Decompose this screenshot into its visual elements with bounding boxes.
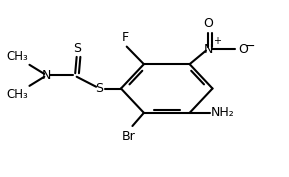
Text: CH₃: CH₃ xyxy=(6,88,28,101)
Text: Br: Br xyxy=(121,130,135,142)
Text: NH₂: NH₂ xyxy=(211,106,235,119)
Text: S: S xyxy=(73,42,81,55)
Text: O: O xyxy=(238,43,248,56)
Text: N: N xyxy=(42,69,51,82)
Text: −: − xyxy=(245,40,255,53)
Text: N: N xyxy=(203,43,213,56)
Text: O: O xyxy=(203,17,213,30)
Text: S: S xyxy=(96,82,103,95)
Text: CH₃: CH₃ xyxy=(6,50,28,63)
Text: F: F xyxy=(122,31,129,44)
Text: +: + xyxy=(213,36,221,46)
